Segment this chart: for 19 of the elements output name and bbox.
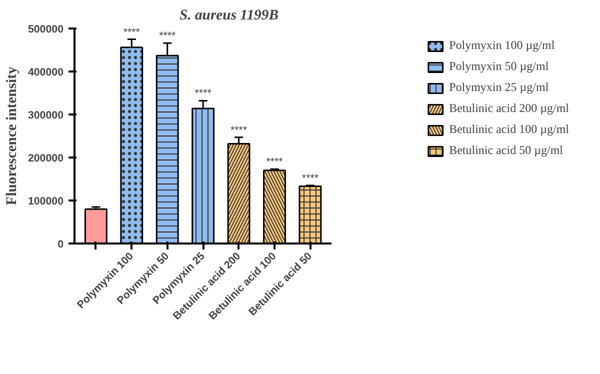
y-tick-label: 0 [58,238,64,250]
legend-label: Polymyxin 100 µg/ml [449,38,555,53]
annotation: **** [302,172,319,184]
legend-label: Polymyxin 50 µg/ml [449,59,549,74]
y-tick-label: 100000 [28,196,64,208]
annotation: **** [266,156,283,168]
y-tick-label: 200000 [28,152,64,164]
annotation: **** [230,124,248,136]
chart-title: S. aureus 1199B [180,8,279,24]
legend-label: Betulinic acid 100 µg/ml [449,122,569,137]
annotation: **** [194,88,212,100]
annotation: **** [159,30,176,42]
y-axis-title: Fluorescence intensity [4,66,20,206]
y-tick-label: 500000 [28,24,64,36]
y-tick-label: 300000 [28,110,64,122]
legend-label: Betulinic acid 50 µg/ml [449,143,563,158]
y-tick-label: 400000 [28,66,64,78]
legend-label: Betulinic acid 200 µg/ml [449,101,569,116]
legend-label: Polymyxin 25 µg/ml [449,80,549,95]
